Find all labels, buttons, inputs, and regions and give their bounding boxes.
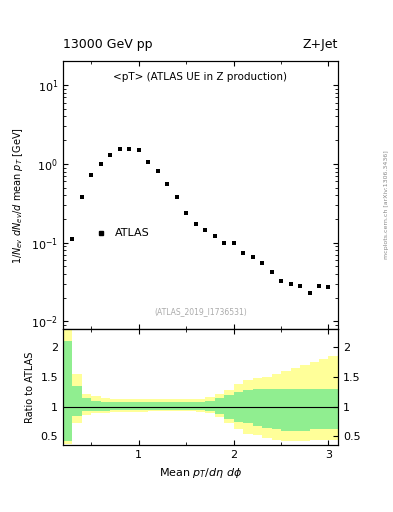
Y-axis label: Ratio to ATLAS: Ratio to ATLAS — [25, 352, 35, 423]
Text: Z+Jet: Z+Jet — [303, 38, 338, 51]
Text: ATLAS: ATLAS — [115, 228, 150, 238]
Text: mcplots.cern.ch [arXiv:1306.3436]: mcplots.cern.ch [arXiv:1306.3436] — [384, 151, 389, 259]
Text: 13000 GeV pp: 13000 GeV pp — [63, 38, 152, 51]
Text: <pT> (ATLAS UE in Z production): <pT> (ATLAS UE in Z production) — [114, 72, 287, 82]
Text: (ATLAS_2019_I1736531): (ATLAS_2019_I1736531) — [154, 307, 247, 316]
X-axis label: Mean $p_T/d\eta\ d\phi$: Mean $p_T/d\eta\ d\phi$ — [159, 466, 242, 480]
Y-axis label: $1/N_{ev}\ dN_{ev}/d\ \mathrm{mean}\ p_T\ [\mathrm{GeV}]$: $1/N_{ev}\ dN_{ev}/d\ \mathrm{mean}\ p_T… — [11, 127, 26, 264]
